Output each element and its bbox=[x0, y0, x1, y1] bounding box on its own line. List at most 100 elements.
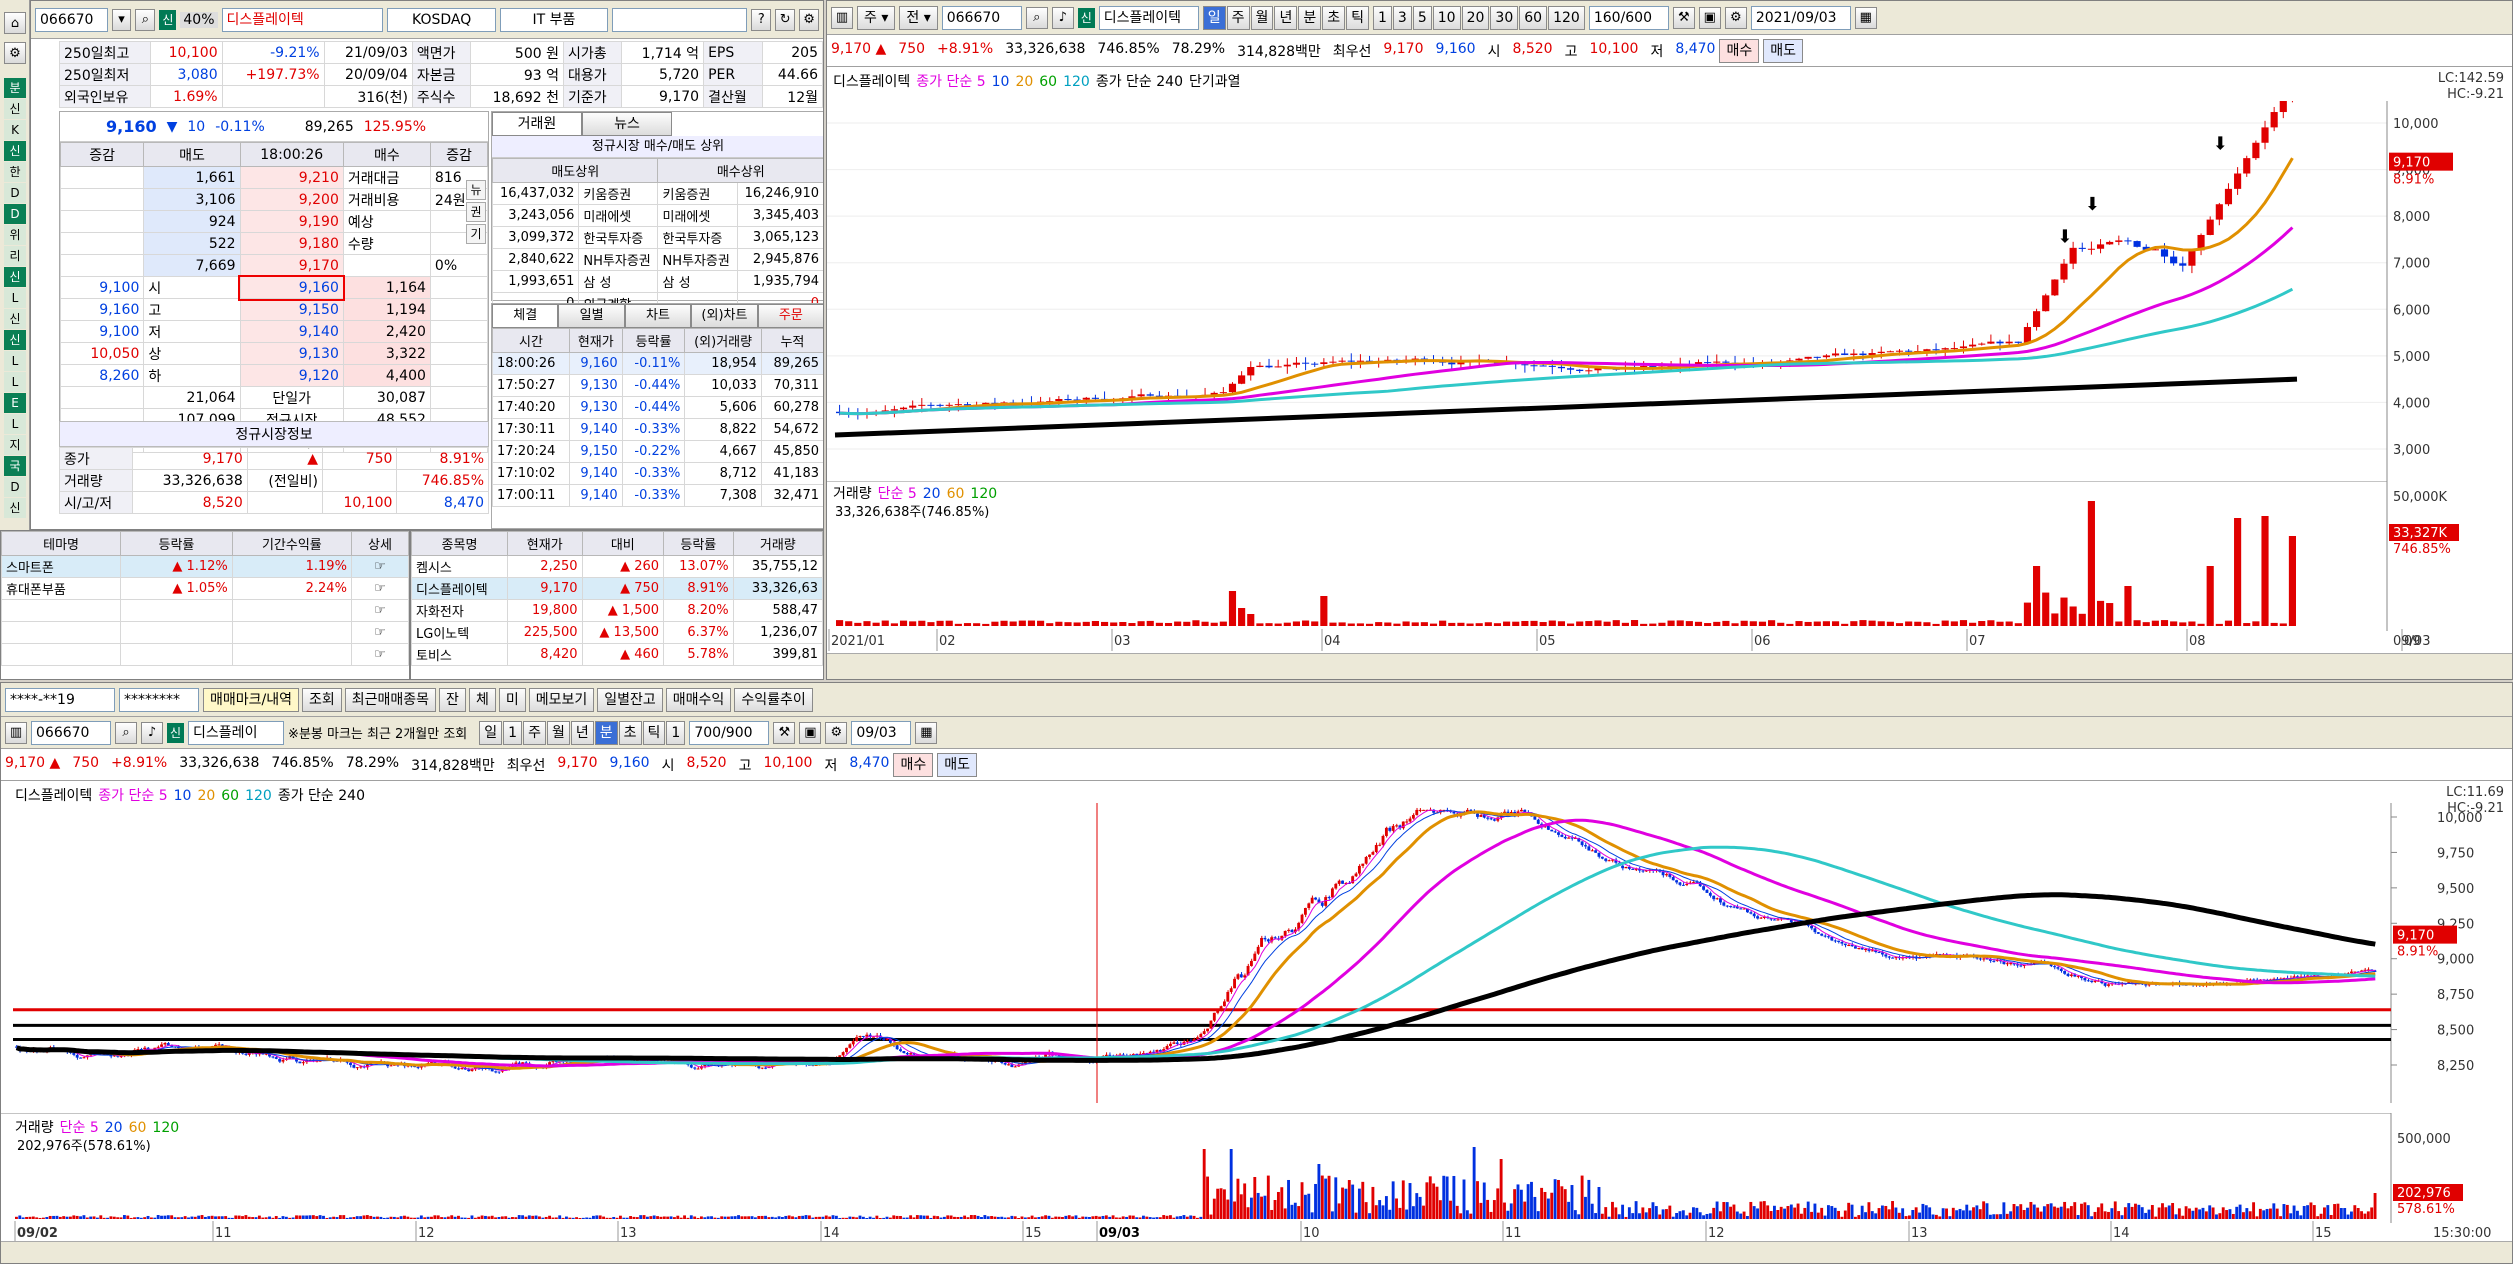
candle[interactable] bbox=[2090, 980, 2094, 982]
info-cell[interactable]: PER bbox=[703, 63, 763, 86]
candle[interactable] bbox=[1442, 809, 1446, 811]
candle[interactable] bbox=[1317, 899, 1321, 903]
candle[interactable] bbox=[899, 1049, 902, 1052]
legend-item[interactable]: 60 bbox=[128, 1120, 147, 1136]
trades-tab[interactable]: 차트 bbox=[624, 304, 692, 328]
account-button[interactable]: 체 bbox=[468, 687, 496, 712]
candle[interactable] bbox=[1982, 958, 1986, 960]
candle[interactable] bbox=[1816, 932, 1820, 934]
ask-row[interactable]: 522 9,180 수량 bbox=[59, 232, 489, 255]
legend-item[interactable]: 60 bbox=[1039, 74, 1058, 90]
candle[interactable] bbox=[909, 1053, 913, 1055]
candle[interactable] bbox=[1307, 903, 1311, 908]
candle[interactable] bbox=[1702, 886, 1706, 890]
candle[interactable] bbox=[1546, 825, 1550, 830]
candle[interactable] bbox=[1847, 944, 1851, 946]
candle[interactable] bbox=[2197, 234, 2205, 251]
candle[interactable] bbox=[1813, 928, 1817, 933]
candle[interactable] bbox=[1297, 922, 1301, 930]
candle[interactable] bbox=[1978, 343, 1986, 345]
help-icon[interactable]: ? bbox=[751, 8, 772, 31]
candle[interactable] bbox=[1641, 870, 1645, 872]
candle[interactable] bbox=[1719, 898, 1722, 903]
legend-item[interactable]: 종가 단순 5 bbox=[98, 788, 168, 804]
candle[interactable] bbox=[244, 1053, 248, 1055]
account-button[interactable]: 최근매매종목 bbox=[344, 687, 437, 712]
candle[interactable] bbox=[855, 1037, 859, 1042]
candle[interactable] bbox=[2252, 979, 2256, 981]
candle[interactable] bbox=[1415, 809, 1419, 815]
candle[interactable] bbox=[1884, 954, 1888, 957]
candle[interactable] bbox=[2160, 249, 2169, 257]
candle[interactable] bbox=[1158, 1049, 1162, 1052]
candle[interactable] bbox=[1877, 952, 1881, 954]
trades-tab[interactable]: (외)차트 bbox=[691, 304, 758, 328]
candle[interactable] bbox=[551, 1060, 555, 1063]
candle[interactable] bbox=[453, 1066, 457, 1069]
account-button[interactable]: 매매수익 bbox=[665, 687, 732, 712]
candle[interactable] bbox=[82, 1057, 86, 1059]
legend-item[interactable]: 종가 단순 5 bbox=[916, 74, 986, 90]
candle[interactable] bbox=[1253, 953, 1257, 961]
candle[interactable] bbox=[318, 1060, 322, 1062]
candle[interactable] bbox=[1557, 366, 1565, 369]
candle[interactable] bbox=[494, 1071, 498, 1073]
candle[interactable] bbox=[1649, 366, 1657, 368]
candle[interactable] bbox=[1536, 819, 1540, 824]
sidebar-stock-item[interactable]: D bbox=[4, 183, 26, 203]
info-cell[interactable]: 결산월 bbox=[703, 85, 763, 108]
period-button[interactable]: 1 bbox=[666, 720, 686, 745]
candle[interactable] bbox=[1337, 880, 1341, 884]
info-cell[interactable]: EPS bbox=[703, 41, 763, 64]
theme-header[interactable]: 테마명 bbox=[1, 531, 122, 556]
candle[interactable] bbox=[301, 1062, 305, 1064]
stock-header[interactable]: 종목명 bbox=[411, 531, 508, 556]
candle[interactable] bbox=[1300, 914, 1304, 923]
candle[interactable] bbox=[1634, 869, 1638, 871]
candle[interactable] bbox=[2009, 963, 2013, 965]
tab-broker[interactable]: 거래원 bbox=[492, 112, 582, 136]
candle[interactable] bbox=[298, 1061, 302, 1064]
candle[interactable] bbox=[2234, 173, 2242, 189]
candle[interactable] bbox=[1708, 892, 1712, 896]
candle[interactable] bbox=[2363, 969, 2367, 971]
candle[interactable] bbox=[467, 1069, 471, 1072]
legend-item[interactable]: 120 bbox=[152, 1120, 180, 1136]
theme-stock-row[interactable]: 토비스 8,420 ▲ 460 5.78% 399,81 bbox=[411, 643, 823, 666]
candle[interactable] bbox=[1357, 865, 1361, 874]
candle[interactable] bbox=[1644, 870, 1648, 872]
candle[interactable] bbox=[1239, 974, 1243, 978]
candle[interactable] bbox=[1826, 936, 1830, 938]
candle[interactable] bbox=[1624, 866, 1628, 869]
candle[interactable] bbox=[1418, 809, 1422, 811]
candle[interactable] bbox=[1411, 814, 1415, 819]
candle[interactable] bbox=[1354, 873, 1358, 877]
candle[interactable] bbox=[1378, 844, 1382, 846]
minute-price-chart[interactable]: 10,0009,7509,5009,2509,0008,7508,5008,25… bbox=[1, 803, 2513, 1103]
candle[interactable] bbox=[909, 405, 917, 408]
candle[interactable] bbox=[2170, 256, 2178, 264]
candle[interactable] bbox=[278, 1058, 282, 1062]
candle[interactable] bbox=[1611, 859, 1614, 861]
candle[interactable] bbox=[1577, 838, 1581, 842]
calendar-icon[interactable]: ▦ bbox=[1854, 6, 1877, 29]
candle[interactable] bbox=[143, 1047, 147, 1050]
period-button[interactable]: 30 bbox=[1490, 5, 1519, 30]
sidebar-stock-item[interactable]: L bbox=[4, 351, 26, 371]
candle[interactable] bbox=[1590, 850, 1594, 852]
period-button[interactable]: 년 bbox=[1274, 5, 1298, 30]
candle[interactable] bbox=[2063, 971, 2067, 974]
sidebar-stock-item[interactable]: 신 bbox=[4, 141, 26, 161]
candle[interactable] bbox=[882, 1038, 886, 1041]
candle[interactable] bbox=[1969, 344, 1977, 347]
candle[interactable] bbox=[1408, 818, 1412, 822]
candle[interactable] bbox=[1148, 1051, 1152, 1054]
candle[interactable] bbox=[2087, 248, 2095, 250]
candle[interactable] bbox=[1311, 363, 1319, 365]
candle[interactable] bbox=[1395, 825, 1398, 827]
candle[interactable] bbox=[1347, 360, 1355, 362]
ask-price[interactable]: 9,210 bbox=[239, 166, 344, 189]
candle[interactable] bbox=[945, 404, 953, 406]
candle[interactable] bbox=[841, 1052, 845, 1056]
